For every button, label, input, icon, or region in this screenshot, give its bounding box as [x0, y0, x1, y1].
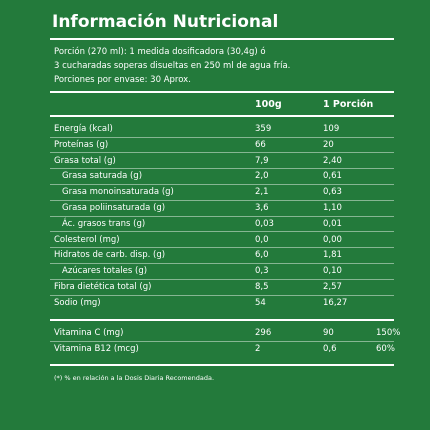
divider [50, 319, 394, 321]
row-value: 66 [255, 139, 266, 150]
divider [50, 38, 394, 40]
row-value: 0,01 [323, 218, 342, 229]
row-value: 2,40 [323, 155, 342, 166]
row-value: 296 [255, 328, 272, 338]
row-value: 8,5 [255, 282, 269, 292]
row-label: Grasa poliinsaturada (g) [62, 203, 166, 213]
row-label: Energía (kcal) [54, 124, 113, 134]
row-divider [50, 199, 394, 201]
row-divider [50, 231, 394, 233]
row-label: Fibra dietética total (g) [54, 282, 152, 292]
row-divider [50, 278, 394, 280]
row-value: 2,57 [323, 282, 342, 292]
row-value: 90 [323, 328, 334, 338]
row-label: Vitamina C (mg) [54, 328, 124, 338]
row-divider [50, 262, 394, 264]
divider [50, 115, 394, 117]
row-divider [50, 152, 394, 154]
row-value: 20 [323, 139, 334, 150]
row-divider [50, 215, 394, 217]
row-value: 1,81 [323, 250, 342, 261]
row-divider [50, 183, 394, 185]
row-value: 0,03 [255, 218, 274, 229]
row-value: 0,6 [323, 344, 337, 354]
row-label: Grasa monoinsaturada (g) [62, 187, 174, 198]
row-value: 54 [255, 297, 266, 308]
row-label: Grasa saturada (g) [62, 171, 143, 182]
row-label: Sodio (mg) [54, 297, 101, 308]
footnote: (*) % en relación a la Dosis Diaria Reco… [54, 374, 215, 382]
row-label: Proteínas (g) [54, 139, 109, 150]
row-divider [50, 340, 394, 342]
row-label: Azúcares totales (g) [62, 266, 148, 277]
column-header: 100g [255, 99, 282, 110]
row-value: 0,0 [255, 234, 269, 245]
row-label: Hidratos de carb. disp. (g) [54, 250, 166, 261]
row-value: 6,0 [255, 250, 269, 261]
portion-line: 3 cucharadas soperas disueltas en 250 ml… [54, 61, 291, 71]
row-divider [50, 247, 394, 249]
divider [50, 364, 394, 366]
row-value: 1,10 [323, 203, 342, 213]
row-value: 7,9 [255, 155, 269, 166]
row-value: 16,27 [323, 297, 348, 308]
row-value: 0,3 [255, 266, 269, 277]
row-value: 0,10 [323, 266, 342, 277]
row-value: 2,0 [255, 171, 269, 182]
row-divider [50, 168, 394, 170]
row-value: 150% [376, 328, 401, 338]
row-value: 359 [255, 124, 272, 134]
row-value: 60% [376, 344, 395, 354]
column-header: 1 Porción [323, 99, 374, 110]
row-value: 2 [255, 344, 261, 354]
portion-line: Porciones por envase: 30 Aprox. [54, 75, 191, 85]
row-label: Vitamina B12 (mcg) [54, 344, 139, 354]
portion-line: Porción (270 ml): 1 medida dosificadora … [54, 47, 266, 57]
row-label: Colesterol (mg) [54, 234, 120, 245]
row-value: 109 [323, 124, 340, 134]
row-label: Grasa total (g) [54, 155, 116, 166]
row-divider [50, 294, 394, 296]
row-value: 2,1 [255, 187, 269, 198]
row-value: 0,63 [323, 187, 342, 198]
title: Información Nutricional [52, 12, 279, 32]
row-label: Ác. grasos trans (g) [62, 218, 146, 229]
row-value: 3,6 [255, 203, 269, 213]
divider [50, 91, 394, 93]
row-value: 0,61 [323, 171, 342, 182]
row-divider [50, 136, 394, 138]
row-value: 0,00 [323, 234, 342, 245]
